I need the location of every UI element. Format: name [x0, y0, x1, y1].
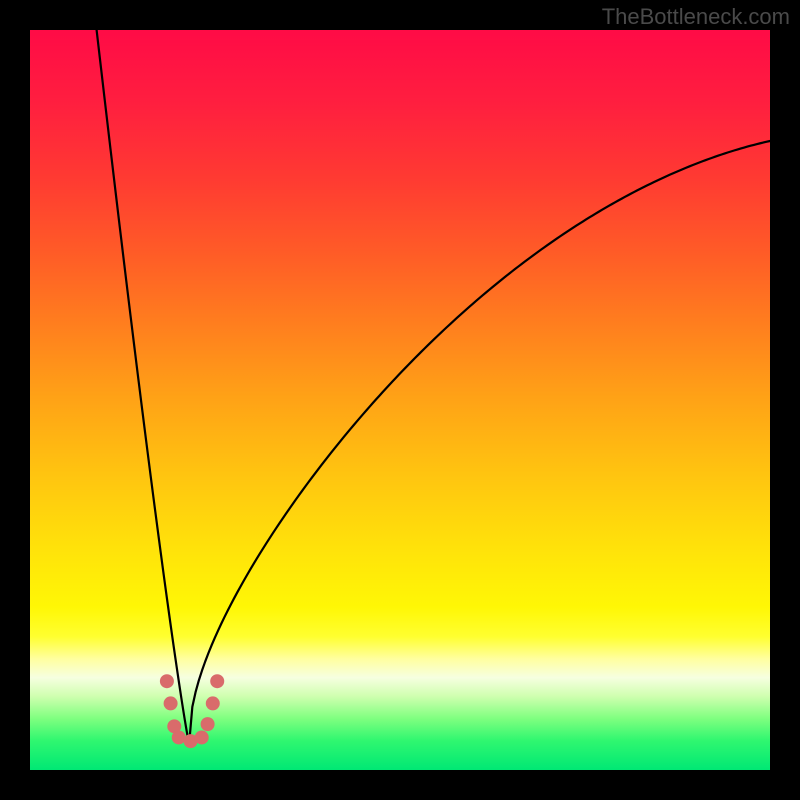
- marker-dot: [172, 730, 186, 744]
- marker-dot: [206, 696, 220, 710]
- chart-stage: TheBottleneck.com: [0, 0, 800, 800]
- marker-dot: [160, 674, 174, 688]
- attribution-text: TheBottleneck.com: [602, 4, 790, 30]
- marker-dot: [210, 674, 224, 688]
- chart-svg: [0, 0, 800, 800]
- marker-dot: [201, 717, 215, 731]
- marker-dot: [195, 730, 209, 744]
- marker-dot: [164, 696, 178, 710]
